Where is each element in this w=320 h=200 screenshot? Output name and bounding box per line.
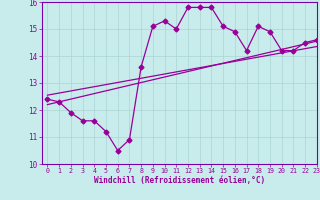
X-axis label: Windchill (Refroidissement éolien,°C): Windchill (Refroidissement éolien,°C): [94, 176, 265, 185]
